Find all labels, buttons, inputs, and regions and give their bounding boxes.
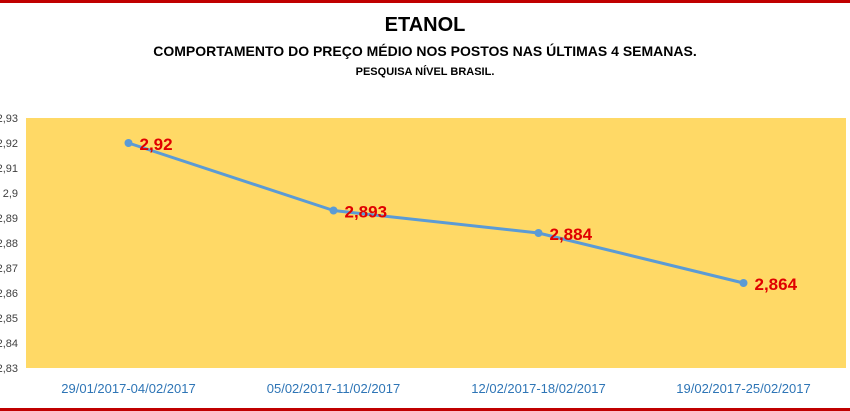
data-label: 2,864 bbox=[755, 275, 798, 294]
x-tick-label: 05/02/2017-11/02/2017 bbox=[267, 381, 401, 396]
data-point bbox=[329, 206, 338, 215]
data-label: 2,884 bbox=[550, 225, 593, 244]
data-point bbox=[124, 139, 133, 147]
chart-note: PESQUISA NÍVEL BRASIL. bbox=[355, 66, 495, 78]
y-tick-label: 2,85 bbox=[0, 313, 18, 325]
series-line bbox=[128, 141, 744, 285]
bottom-frame-line bbox=[0, 408, 850, 411]
y-tick-label: 2,83 bbox=[0, 363, 18, 375]
x-axis: 29/01/2017-04/02/2017 05/02/2017-11/02/20… bbox=[61, 381, 810, 396]
y-tick-label: 2,9 bbox=[3, 188, 18, 200]
plot-area bbox=[26, 118, 846, 368]
y-axis: 2,83 2,84 2,85 2,86 2,87 2,88 2,89 2,9 2,91 2,92 2… bbox=[0, 113, 18, 375]
y-tick-label: 2,87 bbox=[0, 263, 18, 275]
data-point bbox=[534, 229, 543, 237]
x-tick-label: 29/01/2017-04/02/2017 bbox=[61, 381, 195, 396]
x-tick-label: 12/02/2017-18/02/2017 bbox=[471, 381, 605, 396]
y-tick-label: 2,93 bbox=[0, 113, 18, 125]
chart-title: ETANOL bbox=[384, 14, 466, 36]
y-tick-label: 2,89 bbox=[0, 213, 18, 225]
chart-subtitle: COMPORTAMENTO DO PREÇO MÉDIO NOS POSTOS … bbox=[153, 43, 697, 59]
data-label: 2,893 bbox=[345, 203, 388, 222]
top-frame-line bbox=[0, 0, 850, 3]
data-label: 2,92 bbox=[140, 135, 173, 154]
x-tick-label: 19/02/2017-25/02/2017 bbox=[676, 381, 810, 396]
y-tick-label: 2,86 bbox=[0, 288, 18, 300]
data-labels: 2,92 2,893 2,884 2,864 bbox=[140, 135, 798, 294]
y-tick-label: 2,88 bbox=[0, 238, 18, 250]
y-tick-label: 2,84 bbox=[0, 338, 18, 350]
y-tick-label: 2,92 bbox=[0, 138, 18, 150]
data-point bbox=[739, 279, 748, 287]
data-points bbox=[124, 139, 748, 287]
y-tick-label: 2,91 bbox=[0, 163, 18, 175]
